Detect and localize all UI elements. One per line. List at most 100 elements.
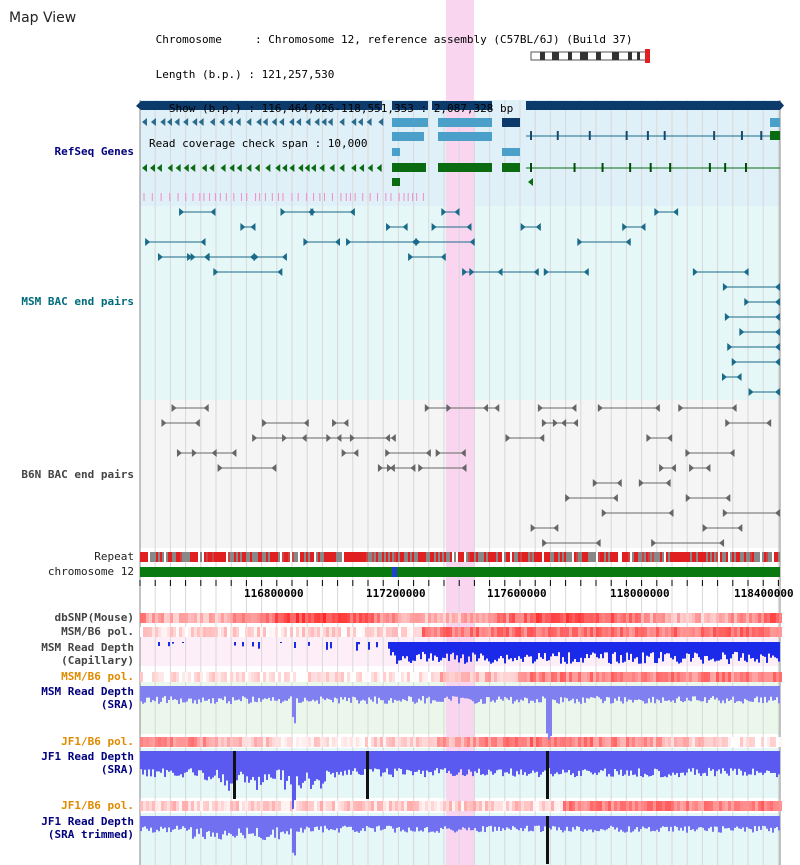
- track-label-dbsnp[interactable]: dbSNP(Mouse): [54, 611, 134, 624]
- track-label-jf1-b6-pol[interactable]: JF1/B6 pol.: [61, 735, 134, 748]
- depth-bar: [274, 686, 276, 701]
- depth-bar: [320, 816, 322, 827]
- depth-bar: [492, 642, 494, 663]
- heat-cell: [224, 613, 227, 623]
- track-label-msm-b6-pol[interactable]: MSM/B6 pol.: [61, 625, 134, 638]
- heat-cell: [323, 627, 326, 637]
- depth-bar: [412, 642, 414, 661]
- heat-cell: [731, 737, 734, 747]
- gene-arrow: [310, 164, 316, 172]
- track-label-msm-depth-cap[interactable]: MSM Read Depth: [41, 641, 134, 654]
- heat-cell: [413, 627, 416, 637]
- depth-bar: [730, 751, 732, 769]
- track-label-msm-depth-sra[interactable]: MSM Read Depth: [41, 685, 134, 698]
- heat-cell: [572, 737, 575, 747]
- repeat-segment: [342, 552, 344, 562]
- heat-cell: [569, 801, 572, 811]
- heat-cell: [668, 737, 671, 747]
- heat-cell: [446, 613, 449, 623]
- track-label-jf1-b6-pol-2[interactable]: JF1/B6 pol.: [61, 799, 134, 812]
- heat-cell: [173, 627, 176, 637]
- depth-bar: [284, 751, 286, 790]
- heat-cell: [467, 627, 470, 637]
- repeat-segment: [208, 552, 210, 562]
- heat-cell: [512, 613, 515, 623]
- depth-bar: [166, 751, 168, 771]
- heat-cell: [521, 627, 524, 637]
- depth-bar: [314, 816, 316, 828]
- depth-bar: [514, 751, 516, 777]
- heat-cell: [605, 801, 608, 811]
- depth-bar: [486, 751, 488, 775]
- track-label-b6n-bac[interactable]: B6N BAC end pairs: [21, 468, 134, 481]
- heat-cell: [608, 672, 611, 682]
- heat-cell: [143, 672, 146, 682]
- depth-bar: [532, 642, 534, 664]
- heat-cell: [179, 627, 182, 637]
- depth-bar: [196, 751, 198, 776]
- heat-cell: [689, 737, 692, 747]
- depth-bar: [386, 751, 388, 769]
- depth-bar: [632, 751, 634, 775]
- repeat-segment: [400, 552, 402, 562]
- depth-bar: [276, 686, 278, 701]
- heat-cell: [140, 737, 143, 747]
- heat-cell: [677, 672, 680, 682]
- depth-bar: [516, 686, 518, 700]
- heat-cell: [155, 627, 158, 637]
- track-label-refseq[interactable]: RefSeq Genes: [54, 145, 134, 158]
- depth-bar: [284, 816, 286, 834]
- depth-bar: [616, 816, 618, 828]
- depth-bar: [482, 686, 484, 704]
- depth-bar: [562, 642, 564, 658]
- heat-cell: [635, 672, 638, 682]
- repeat-segment: [192, 552, 194, 562]
- repeat-segment: [214, 552, 216, 562]
- heat-cell: [149, 737, 152, 747]
- bac-end: [277, 268, 283, 276]
- depth-bar: [166, 816, 168, 833]
- repeat-segment: [376, 552, 378, 562]
- depth-bar: [306, 686, 308, 701]
- heat-cell: [560, 672, 563, 682]
- depth-bar: [632, 816, 634, 832]
- heat-cell: [515, 672, 518, 682]
- track-label-chromosome[interactable]: chromosome 12: [47, 565, 134, 578]
- heat-cell: [155, 672, 158, 682]
- heat-cell: [155, 801, 158, 811]
- depth-bar: [420, 816, 422, 831]
- heat-cell: [260, 672, 263, 682]
- depth-spike: [546, 816, 549, 864]
- track-label-msm-b6-pol-2[interactable]: MSM/B6 pol.: [61, 670, 134, 683]
- heat-cell: [266, 613, 269, 623]
- depth-bar: [428, 642, 430, 659]
- track-label-msm-bac[interactable]: MSM BAC end pairs: [21, 295, 134, 308]
- depth-bar: [742, 751, 744, 776]
- heat-cell: [302, 613, 305, 623]
- heat-cell: [167, 801, 170, 811]
- heat-cell: [323, 672, 326, 682]
- heat-cell: [641, 613, 644, 623]
- depth-bar: [566, 686, 568, 699]
- depth-bar: [720, 816, 722, 833]
- heat-cell: [587, 737, 590, 747]
- track-label-jf1-depth-trim[interactable]: JF1 Read Depth: [41, 815, 134, 828]
- depth-bar: [686, 642, 688, 654]
- heat-cell: [362, 737, 365, 747]
- depth-bar: [528, 816, 530, 832]
- bac-end: [775, 388, 780, 396]
- heat-cell: [485, 801, 488, 811]
- track-label-repeat[interactable]: Repeat: [94, 550, 134, 563]
- depth-bar: [196, 816, 198, 829]
- depth-bar: [754, 642, 756, 662]
- depth-bar: [154, 686, 156, 702]
- heat-cell: [218, 627, 221, 637]
- repeat-segment: [572, 552, 574, 562]
- track-label-jf1-depth-sra[interactable]: JF1 Read Depth: [41, 750, 134, 763]
- heat-cell: [764, 627, 767, 637]
- depth-bar: [260, 816, 262, 838]
- heat-cell: [608, 801, 611, 811]
- heat-cell: [542, 801, 545, 811]
- depth-bar: [484, 642, 486, 661]
